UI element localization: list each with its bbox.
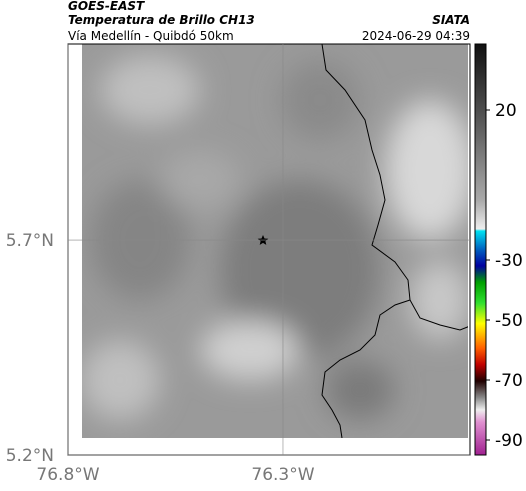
colorbar — [474, 43, 487, 456]
datetime: 2024-06-29 04:39 — [362, 29, 470, 43]
region: Vía Medellín - Quibdó 50km — [68, 29, 234, 43]
y-tick-label: 5.2°N — [6, 446, 54, 466]
source: GOES-EAST — [68, 0, 145, 13]
product: Temperatura de Brillo CH13 — [68, 13, 255, 27]
x-tick-label: 76.8°W — [36, 465, 99, 485]
colorbar-tick-label: -50 — [495, 311, 523, 331]
satellite-image — [82, 44, 468, 438]
colorbar-tick-label: -30 — [495, 251, 523, 271]
x-tick-label: 76.3°W — [251, 465, 314, 485]
colorbar-tick-label: 20 — [495, 101, 517, 121]
colorbar-tick-label: -90 — [495, 431, 523, 451]
colorbar-tick-label: -70 — [495, 371, 523, 391]
agency: SIATA — [432, 13, 470, 27]
y-tick-label: 5.7°N — [6, 231, 54, 251]
